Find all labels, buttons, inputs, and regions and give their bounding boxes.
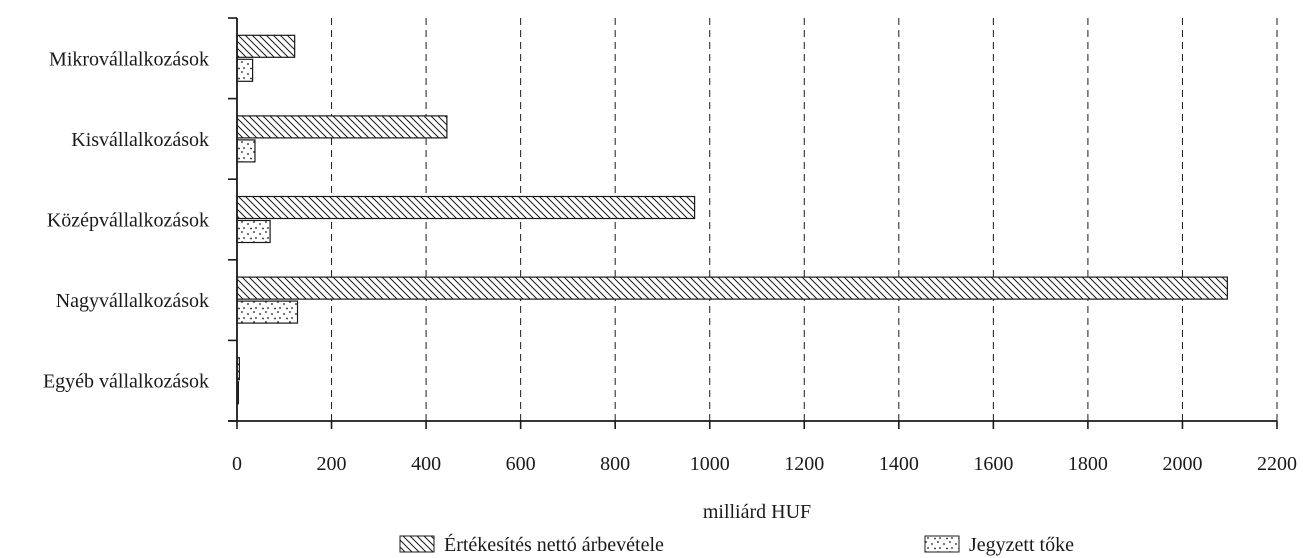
category-label-2: Középvállalkozások (47, 210, 209, 232)
x-tick-label-1400: 1400 (879, 453, 919, 475)
legend-swatch-0 (399, 535, 435, 553)
x-tick-label-1800: 1800 (1068, 453, 1108, 475)
gridlines (331, 18, 1278, 421)
axes (228, 17, 1278, 429)
bars (236, 34, 1228, 405)
x-axis-label: milliárd HUF (703, 501, 811, 523)
x-tick-label-800: 800 (600, 453, 630, 475)
bar-jegyzett-toke-0 (236, 58, 254, 82)
x-tick-label-0: 0 (232, 453, 242, 475)
category-label-0: Mikrovállalkozások (49, 48, 209, 70)
category-label-3: Nagyvállalkozások (56, 290, 209, 312)
bar-arbevetel-0 (236, 34, 296, 58)
legend-swatch-1 (924, 535, 960, 553)
x-tick-label-2200: 2200 (1257, 453, 1297, 475)
x-tick-label-1600: 1600 (973, 453, 1013, 475)
legend-label-1: Jegyzett tőke (969, 534, 1074, 556)
legend: Értékesítés nettó árbevétele Jegyzett tők… (399, 533, 1074, 556)
labels: 0 200 400 600 800 1000 1200 1400 1600 1800 2000 220… (43, 48, 1297, 523)
legend-label-0: Értékesítés nettó árbevétele (444, 533, 664, 556)
category-label-1: Kisvállalkozások (71, 129, 209, 151)
bar-arbevetel-3 (236, 276, 1228, 300)
category-label-4: Egyéb vállalkozások (43, 371, 209, 393)
x-tick-label-400: 400 (411, 453, 441, 475)
bar-jegyzett-toke-3 (236, 300, 299, 324)
bar-jegyzett-toke-1 (236, 139, 256, 163)
bar-jegyzett-toke-2 (236, 219, 271, 244)
bar-arbevetel-1 (236, 115, 448, 139)
x-tick-label-600: 600 (506, 453, 536, 475)
x-tick-label-2000: 2000 (1162, 453, 1202, 475)
x-tick-label-1200: 1200 (784, 453, 824, 475)
x-tick-label-1000: 1000 (690, 453, 730, 475)
bar-arbevetel-2 (236, 195, 696, 220)
x-tick-label-200: 200 (317, 453, 347, 475)
